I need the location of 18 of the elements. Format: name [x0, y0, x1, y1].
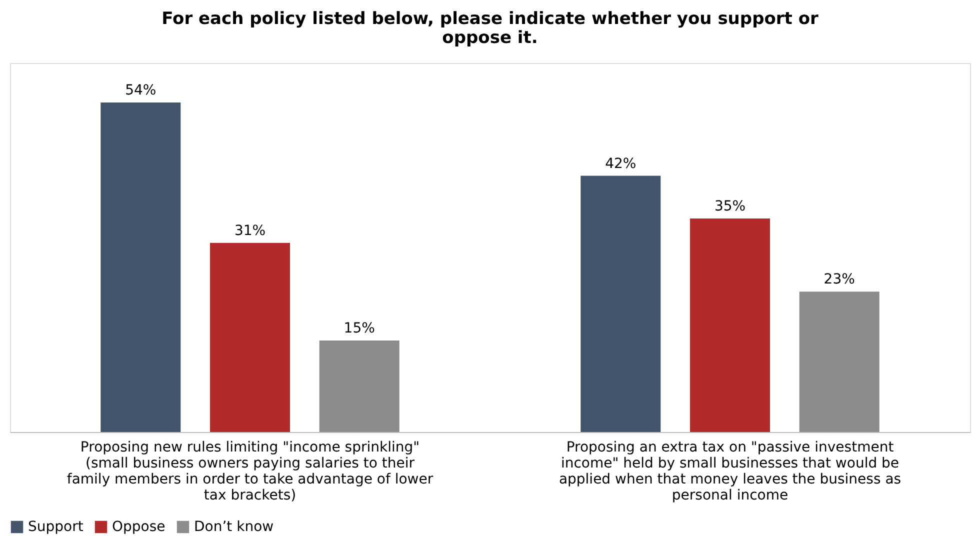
legend-label: Support — [28, 519, 84, 535]
data-label: 42% — [605, 156, 636, 172]
data-label: 35% — [714, 198, 746, 214]
data-label: 23% — [824, 272, 855, 288]
bar — [210, 242, 290, 432]
legend-label: Don’t know — [194, 519, 274, 535]
bar — [100, 102, 181, 432]
bar — [319, 340, 400, 432]
legend-label: Oppose — [112, 519, 166, 535]
bar — [799, 292, 880, 432]
data-label: 54% — [125, 82, 156, 99]
x-tick-label: Proposing an extra tax on "passive investment income" held by small businesses that would be applied when that money leaves the business as personal income — [558, 440, 902, 504]
bar — [580, 176, 661, 432]
data-label: 31% — [234, 222, 266, 239]
bar — [690, 218, 770, 432]
chart-title: For each policy listed below, please indicate whether you support or oppose it. — [162, 9, 820, 48]
x-tick-label: Proposing new rules limiting "income sprinkling" (small business owners paying salaries to their family members in order to take advantage of lower tax brackets) — [66, 440, 434, 504]
data-label: 15% — [344, 320, 375, 336]
